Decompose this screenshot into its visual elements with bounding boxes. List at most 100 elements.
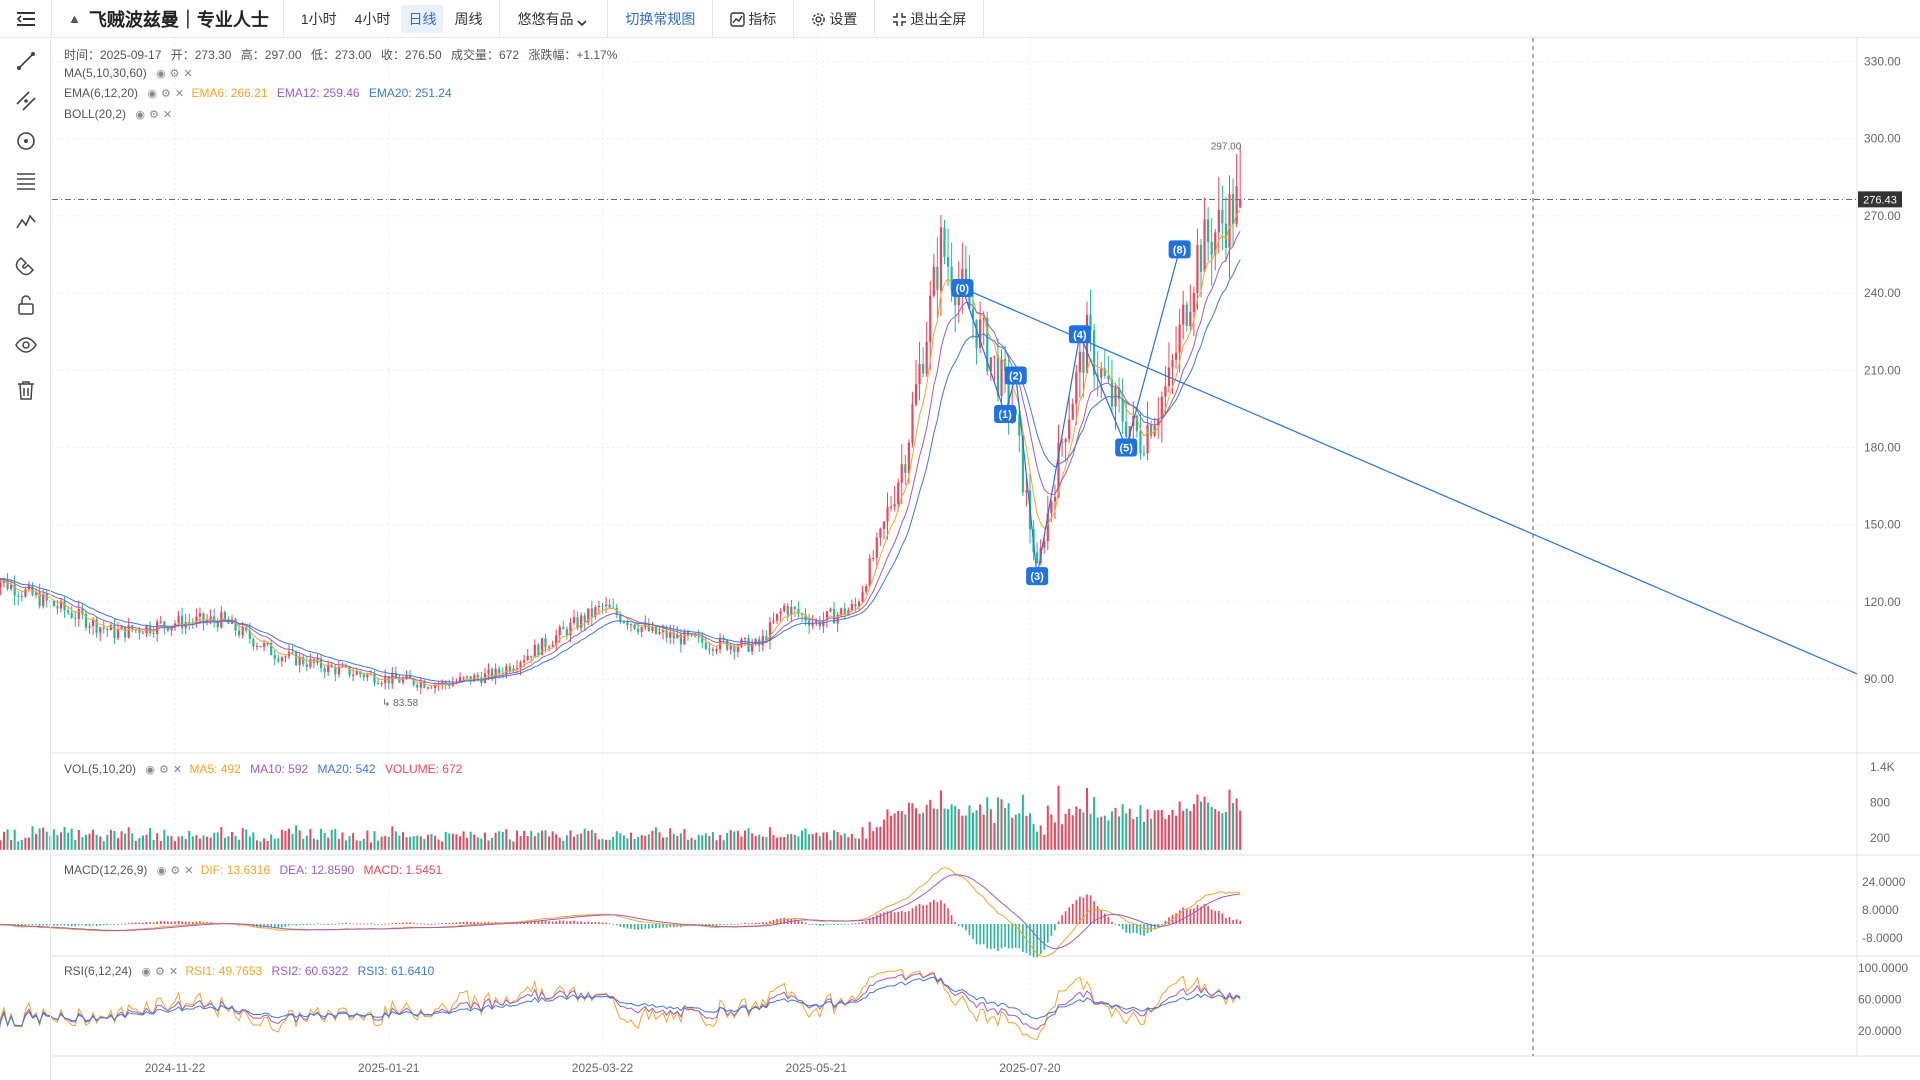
gear-icon[interactable]: ⚙: [169, 68, 180, 80]
eye-icon[interactable]: ◉: [135, 109, 145, 121]
macd-bar: [1043, 924, 1046, 950]
macd-bar: [651, 924, 654, 929]
macd-bar: [352, 923, 354, 925]
macd-bar: [320, 923, 322, 925]
macd-bar: [1153, 924, 1156, 930]
fib-lines-tool[interactable]: [12, 167, 40, 195]
candle-body: [790, 606, 793, 615]
macd-bar: [131, 922, 134, 924]
volume-bar: [444, 831, 447, 850]
candle-body: [815, 620, 818, 623]
macd-bar: [858, 922, 860, 924]
close-icon[interactable]: ✕: [184, 865, 194, 877]
ema-legend-label: EMA(6,12,20): [64, 86, 139, 100]
magnet-tool[interactable]: [12, 251, 40, 279]
candle-body: [295, 651, 298, 665]
candle-body: [255, 645, 259, 647]
volume-bar: [754, 835, 757, 850]
macd-bar: [1079, 896, 1081, 924]
parallel-line-tool[interactable]: [12, 87, 40, 115]
close-icon[interactable]: ✕: [183, 68, 193, 80]
volume-bar: [580, 833, 583, 850]
elliott-wave-drawing[interactable]: (0) (1) (2) (3) (4) (5) (8): [951, 240, 1858, 675]
volume-bar: [954, 806, 957, 850]
volume-bar: [947, 809, 950, 850]
switch-chart-button[interactable]: 切换常规图: [625, 10, 696, 27]
candle-body: [1178, 324, 1181, 353]
gear-icon[interactable]: ⚙: [155, 966, 165, 978]
gear-icon[interactable]: ⚙: [170, 865, 181, 877]
macd-bar: [655, 924, 657, 929]
volume-bar: [1064, 813, 1067, 850]
candle-body: [982, 317, 985, 320]
volume-bar: [537, 832, 540, 850]
eye-icon[interactable]: ◉: [156, 68, 166, 80]
volume-bar: [818, 836, 821, 850]
volume-bar: [943, 808, 946, 850]
macd-bar: [298, 924, 301, 925]
delete-tool[interactable]: [12, 376, 40, 404]
macd-bar: [541, 920, 543, 924]
volume-bar: [551, 831, 554, 850]
candle-body: [24, 589, 27, 597]
lock-tool[interactable]: [12, 291, 40, 319]
macd-bar: [990, 924, 992, 950]
period-1h-button[interactable]: 1小时: [300, 10, 337, 27]
period-4h-button[interactable]: 4小时: [354, 10, 391, 27]
candle-body: [547, 646, 551, 648]
close-icon[interactable]: ✕: [162, 109, 173, 121]
close-icon[interactable]: ✕: [174, 88, 185, 100]
macd-bar: [576, 921, 579, 924]
gear-icon[interactable]: ⚙: [159, 764, 169, 776]
trend-line-tool[interactable]: [12, 47, 40, 75]
volume-bar: [227, 836, 230, 850]
gear-icon[interactable]: ⚙: [149, 109, 159, 121]
volume-bar: [494, 832, 497, 850]
candle-body: [637, 628, 640, 632]
eye-off-icon[interactable]: ◉: [156, 865, 167, 877]
candle-body: [840, 608, 843, 615]
eye-off-icon[interactable]: ◉: [141, 966, 151, 978]
menu-toggle-button[interactable]: [0, 0, 52, 38]
candle-body: [163, 621, 166, 627]
macd-bar: [1047, 924, 1049, 943]
candle-body: [20, 595, 23, 597]
period-daily-button[interactable]: 日线: [401, 4, 444, 33]
indicators-button[interactable]: 指标: [723, 5, 783, 33]
period-weekly-button[interactable]: 周线: [454, 10, 483, 27]
candle-body: [88, 626, 91, 628]
macd-bar: [872, 916, 875, 924]
candle-body: [1224, 223, 1228, 248]
gear-icon[interactable]: ⚙: [161, 88, 171, 100]
volume-bar: [612, 836, 615, 850]
candle-body: [284, 656, 287, 658]
candle-body: [1003, 359, 1007, 372]
settings-button[interactable]: 设置: [804, 5, 864, 33]
volume-bar: [113, 831, 116, 850]
candle-body: [398, 678, 401, 683]
candle-body: [266, 643, 269, 645]
volume-bar: [722, 840, 725, 850]
macd-bar: [316, 923, 319, 925]
close-icon[interactable]: ✕: [168, 966, 179, 978]
wave-tool[interactable]: [12, 207, 40, 235]
volume-bar: [562, 841, 565, 850]
product-select[interactable]: 悠悠有品: [510, 5, 597, 33]
volume-bar: [380, 836, 383, 850]
volume-bar: [220, 827, 223, 850]
ema-lines: [0, 209, 1241, 687]
macd-bar: [1068, 907, 1070, 924]
volume-bar: [690, 837, 693, 850]
macd-bar: [170, 921, 173, 924]
candle-body: [1185, 304, 1188, 326]
circle-tool[interactable]: [12, 127, 40, 155]
eye-off-icon[interactable]: ◉: [145, 764, 155, 776]
candle-body: [1160, 396, 1163, 419]
visibility-tool[interactable]: [12, 331, 40, 359]
exit-fullscreen-button[interactable]: 退出全屏: [885, 5, 973, 33]
volume-bar: [533, 836, 536, 850]
close-icon[interactable]: ✕: [172, 764, 183, 776]
volume-bar: [412, 836, 415, 850]
eye-off-icon[interactable]: ◉: [147, 88, 157, 100]
